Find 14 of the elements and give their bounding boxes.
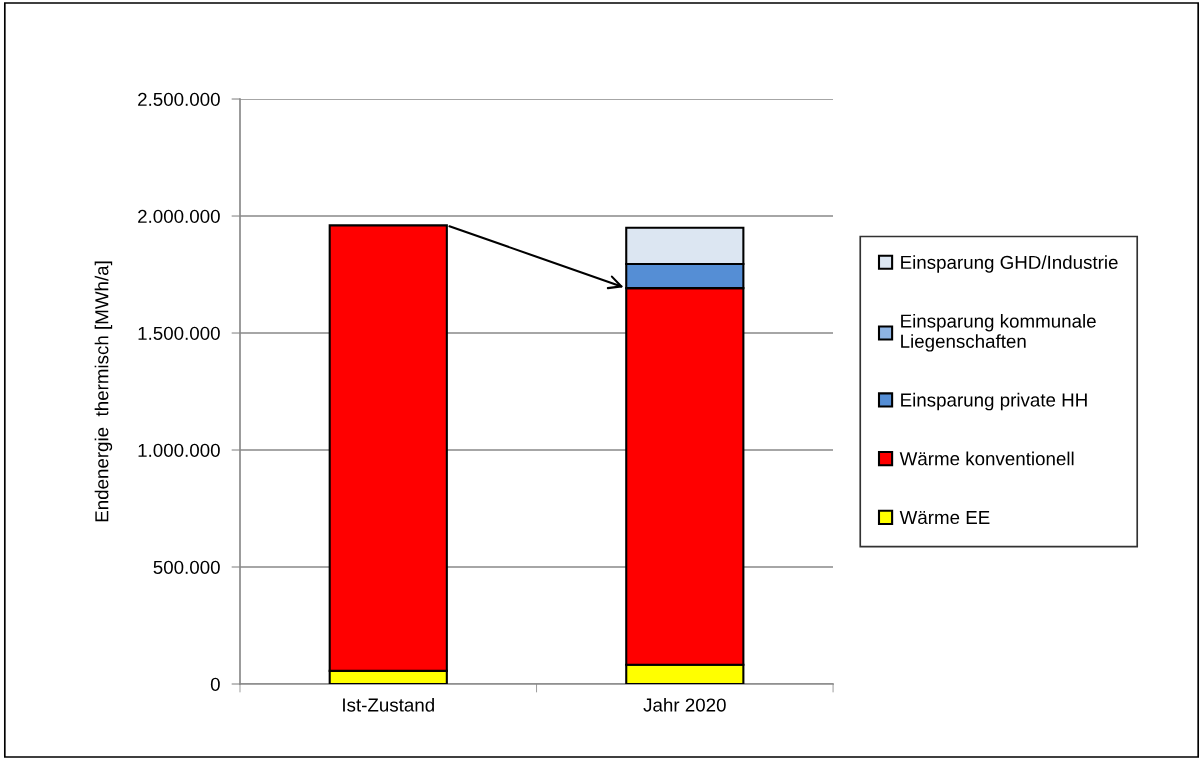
x-tick-label: Ist-Zustand <box>343 697 434 712</box>
y-tick-label: 500.000 <box>153 560 220 574</box>
y-tick-label: 1.000.000 <box>138 443 220 457</box>
y-axis-title: Endenergie thermisch [MWh/a] <box>94 261 113 522</box>
legend-label: Wärme EE <box>899 511 990 525</box>
legend-label: Einsparung kommunale Liegenschaften <box>901 313 1096 352</box>
y-tick-label: 0 <box>210 677 220 691</box>
legend-label: Einsparung private HH <box>901 392 1087 411</box>
y-tick-label: 2.500.000 <box>138 92 220 107</box>
legend-label: Wärme konventionell <box>899 451 1074 466</box>
x-tick-label: Jahr 2020 <box>643 697 726 712</box>
y-tick-label: 1.500.000 <box>138 326 220 340</box>
y-tick-label: 2.000.000 <box>138 209 220 223</box>
legend-label: Einsparung GHD/Industrie <box>901 255 1118 273</box>
